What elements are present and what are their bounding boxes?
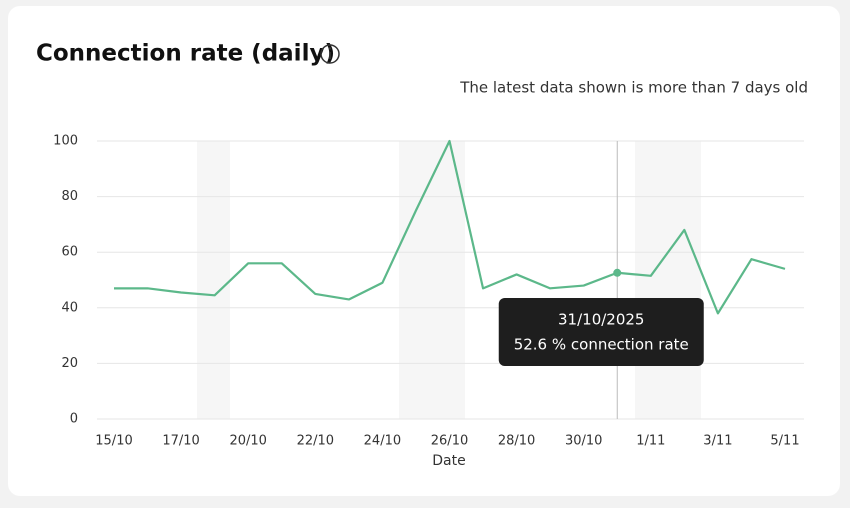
- tooltip-text: 52.6 % connection rate: [514, 336, 689, 354]
- x-tick-label: 1/11: [636, 434, 665, 449]
- x-tick-label: 26/10: [431, 434, 468, 449]
- x-tick-label: 28/10: [498, 434, 535, 449]
- x-tick-label: 30/10: [565, 434, 602, 449]
- x-tick-label: 15/10: [95, 434, 132, 449]
- x-tick-label: 20/10: [229, 434, 266, 449]
- y-tick-label: 20: [61, 356, 78, 371]
- weekend-bands: [197, 141, 701, 419]
- y-tick-label: 80: [61, 189, 78, 204]
- y-tick-label: 0: [70, 412, 78, 427]
- x-tick-label: 5/11: [770, 434, 799, 449]
- x-tick-label: 24/10: [364, 434, 401, 449]
- info-icon[interactable]: [320, 44, 340, 64]
- y-tick-label: 40: [61, 300, 78, 315]
- x-tick-label: 17/10: [162, 434, 199, 449]
- line-series: [114, 139, 786, 315]
- y-tick-label: 100: [53, 134, 78, 149]
- tooltip-box: [498, 298, 704, 366]
- hover-point: [613, 268, 622, 277]
- x-tick-label: 22/10: [297, 434, 334, 449]
- y-tick-label: 60: [61, 245, 78, 260]
- tooltip-title: 31/10/2025: [558, 311, 644, 329]
- chart-title: Connection rate (daily): [36, 41, 335, 67]
- x-tick-label: 3/11: [703, 434, 732, 449]
- subtitle: The latest data shown is more than 7 day…: [459, 79, 808, 97]
- x-axis-label: Date: [432, 453, 465, 469]
